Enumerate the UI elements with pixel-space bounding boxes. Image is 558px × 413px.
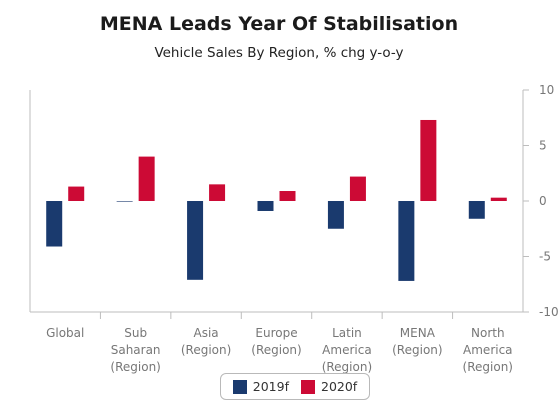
- chart-subtitle: Vehicle Sales By Region, % chg y-o-y: [154, 45, 404, 61]
- x-tick-label: Europe (Region): [251, 326, 301, 357]
- x-tick-label: Latin America (Region): [322, 326, 372, 374]
- x-tick-label-line: Europe: [255, 326, 297, 340]
- x-tick-label: MENA (Region): [392, 326, 442, 357]
- bar-2019f: [46, 201, 63, 247]
- bar-2020f: [420, 119, 437, 201]
- bar-2019f: [327, 201, 344, 229]
- x-tick-label-line: Asia: [193, 326, 218, 340]
- y-tick-label: 5: [539, 139, 547, 153]
- x-tick-label: Sub Saharan (Region): [110, 326, 160, 374]
- bar-2019f: [116, 201, 133, 202]
- legend-label-2019f: 2019f: [252, 379, 289, 394]
- y-tick-label: -5: [539, 250, 551, 264]
- bar-2019f: [468, 201, 485, 219]
- y-tick-label: 10: [539, 83, 554, 97]
- x-tick-label-line: Saharan: [111, 343, 161, 357]
- x-tick-label: Asia (Region): [181, 326, 231, 357]
- bar-2019f: [257, 201, 274, 211]
- y-tick-label: -10: [539, 305, 558, 319]
- x-tick-label-line: Latin: [332, 326, 362, 340]
- bar-2020f: [68, 186, 85, 201]
- x-tick-label-line: (Region): [322, 360, 372, 374]
- x-tick-label-line: MENA: [400, 326, 436, 340]
- x-tick-label-line: Sub: [124, 326, 147, 340]
- x-tick-label-line: (Region): [251, 343, 301, 357]
- bar-2020f: [349, 176, 366, 201]
- bar-2020f: [209, 184, 226, 201]
- x-tick-label-line: (Region): [181, 343, 231, 357]
- legend-swatch-2019f: [232, 379, 247, 394]
- chart-title: MENA Leads Year Of Stabilisation: [99, 13, 459, 35]
- bar-2020f: [138, 156, 155, 201]
- legend-label-2020f: 2020f: [321, 379, 358, 394]
- x-tick-label: Global: [46, 326, 84, 340]
- legend-item-2019f[interactable]: 2019f: [232, 379, 289, 394]
- bar-2019f: [187, 201, 204, 280]
- x-tick-label-line: (Region): [392, 343, 442, 357]
- x-tick-label-line: North: [471, 326, 505, 340]
- bar-2019f: [398, 201, 415, 281]
- x-tick-label-line: (Region): [110, 360, 160, 374]
- x-tick-label-line: America: [322, 343, 372, 357]
- bar-2020f: [490, 197, 507, 201]
- x-tick-label-line: (Region): [463, 360, 513, 374]
- x-tick-label-line: America: [463, 343, 513, 357]
- legend[interactable]: 2019f 2020f: [220, 373, 370, 400]
- legend-swatch-2020f: [301, 379, 315, 394]
- x-tick-label: North America (Region): [463, 326, 513, 374]
- y-tick-label: 0: [539, 194, 547, 208]
- legend-item-2020f[interactable]: 2020f: [301, 379, 357, 394]
- x-tick-label-line: Global: [46, 326, 84, 340]
- bar-2020f: [279, 191, 296, 201]
